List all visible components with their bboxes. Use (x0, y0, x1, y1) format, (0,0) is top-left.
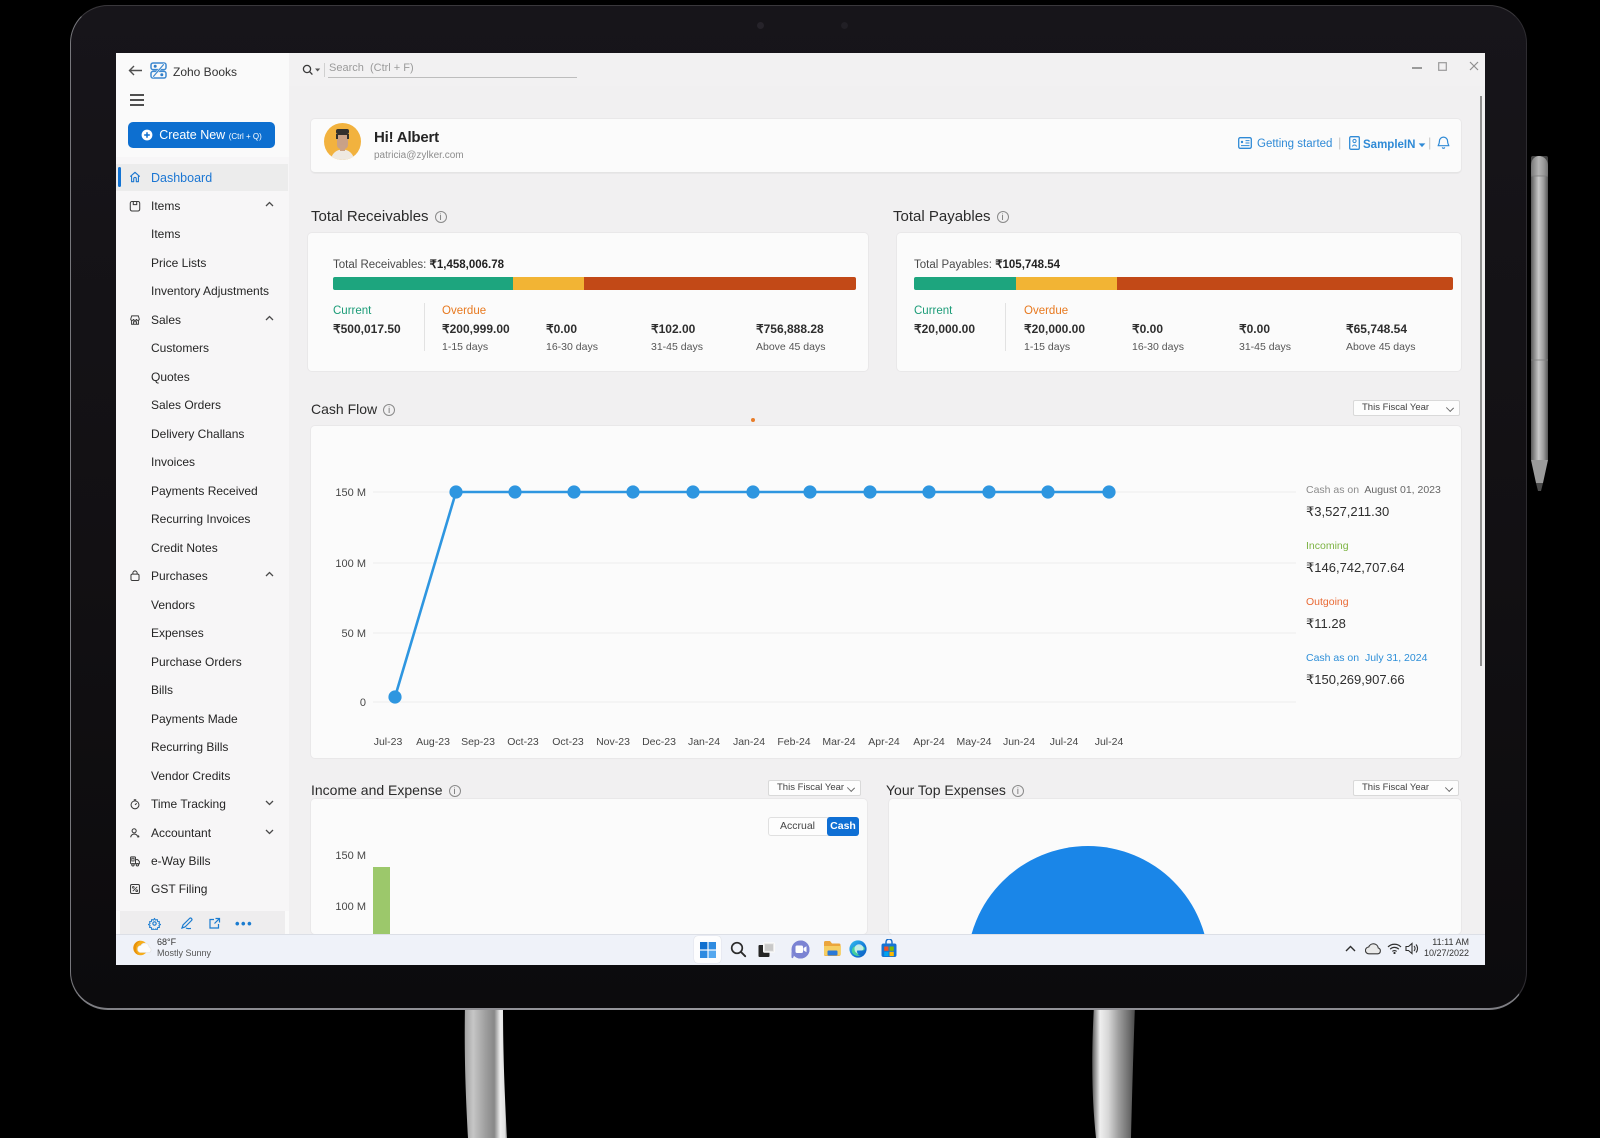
svg-text:Dec-23: Dec-23 (642, 736, 676, 748)
svg-text:50 M: 50 M (342, 628, 366, 640)
svg-text:May-24: May-24 (956, 736, 991, 748)
svg-text:Apr-24: Apr-24 (913, 736, 945, 748)
svg-text:Jan-24: Jan-24 (688, 736, 720, 748)
svg-text:Nov-23: Nov-23 (596, 736, 630, 748)
svg-text:Oct-23: Oct-23 (507, 736, 539, 748)
svg-text:Jul-24: Jul-24 (1050, 736, 1079, 748)
svg-text:0: 0 (360, 697, 366, 709)
svg-text:Mar-24: Mar-24 (822, 736, 855, 748)
svg-text:100 M: 100 M (335, 558, 366, 570)
svg-text:Feb-24: Feb-24 (777, 736, 810, 748)
svg-text:Jan-24: Jan-24 (733, 736, 765, 748)
svg-text:Jul-23: Jul-23 (374, 736, 403, 748)
svg-text:Jun-24: Jun-24 (1003, 736, 1035, 748)
svg-text:Apr-24: Apr-24 (868, 736, 900, 748)
svg-text:150 M: 150 M (335, 487, 366, 499)
svg-text:Sep-23: Sep-23 (461, 736, 495, 748)
svg-text:Oct-23: Oct-23 (552, 736, 584, 748)
svg-text:Aug-23: Aug-23 (416, 736, 450, 748)
svg-text:Jul-24: Jul-24 (1095, 736, 1124, 748)
